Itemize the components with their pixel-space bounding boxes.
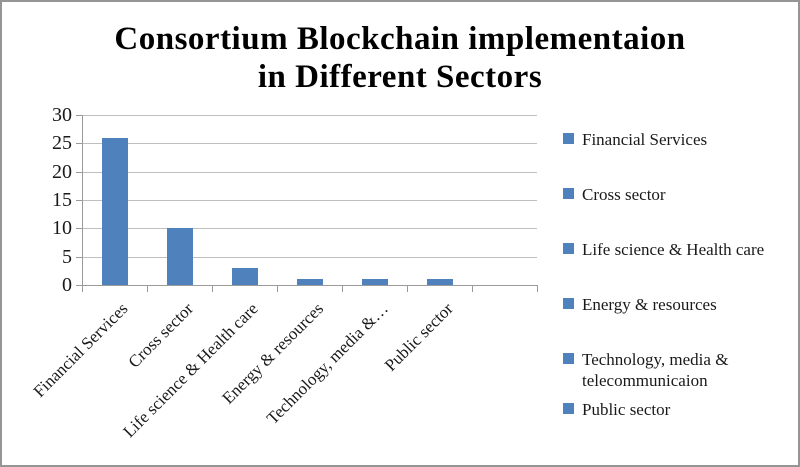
legend-item: Cross sector (563, 184, 666, 205)
y-gridline (82, 171, 537, 173)
y-gridline (82, 200, 537, 201)
x-tick (212, 286, 213, 292)
y-axis-line (82, 115, 83, 285)
legend-marker-icon (563, 353, 574, 364)
y-tick (76, 285, 82, 286)
bar (361, 279, 388, 285)
chart-title-line2: in Different Sectors (257, 59, 543, 95)
y-tick (76, 115, 82, 116)
legend-label: Public sector (582, 400, 671, 419)
legend-marker-icon (563, 298, 574, 309)
y-tick-label: 5 (62, 245, 72, 268)
legend: Financial Services Cross sector Life scien… (563, 2, 798, 465)
y-tick (76, 228, 82, 230)
y-tick-label: 15 (52, 189, 72, 211)
legend-label: Life science & Health care (582, 240, 765, 259)
x-tick (407, 286, 408, 292)
y-tick-label: 30 (52, 104, 72, 126)
legend-item: Energy & resources (563, 294, 717, 315)
chart-title: Consortium Blockchain implementaion in D… (2, 20, 798, 96)
legend-item: Public sector (563, 399, 670, 420)
x-tick-label: Technology, media &… (262, 299, 392, 428)
legend-label: Financial Services (582, 130, 708, 149)
x-tick (82, 286, 83, 292)
x-tick (277, 286, 278, 292)
y-gridline (82, 115, 537, 116)
legend-marker-icon (563, 188, 574, 199)
legend-marker-icon (563, 243, 574, 254)
legend-marker-icon (563, 403, 574, 414)
y-tick (76, 171, 82, 173)
x-tick (472, 286, 473, 292)
bar (426, 279, 453, 285)
legend-item: Financial Services (563, 129, 707, 150)
y-tick (76, 200, 82, 201)
y-tick-label: 25 (52, 132, 72, 155)
x-tick-label: Public sector (381, 299, 457, 375)
legend-item: Life science & Health care (563, 239, 764, 260)
legend-label: Energy & resources (582, 295, 717, 314)
y-tick (76, 256, 82, 258)
y-gridline (82, 256, 537, 258)
bar (166, 228, 193, 285)
y-tick-label: 0 (62, 274, 72, 296)
legend-label: Technology, media & telecommunicaion (582, 350, 729, 390)
x-tick (342, 286, 343, 292)
bar (296, 279, 323, 285)
bar (101, 137, 128, 285)
y-gridline (82, 143, 537, 145)
legend-label: Cross sector (582, 185, 666, 204)
y-tick-label: 10 (52, 217, 72, 240)
bar (231, 268, 258, 285)
legend-item: Technology, media & telecommunicaion (563, 349, 798, 391)
y-tick (76, 143, 82, 145)
x-axis-line (82, 285, 538, 286)
x-tick-label: Financial Services (30, 299, 132, 401)
y-gridline (82, 228, 537, 230)
legend-marker-icon (563, 133, 574, 144)
x-tick (147, 286, 148, 292)
chart-title-line1: Consortium Blockchain implementaion (114, 21, 686, 57)
y-tick-label: 20 (52, 160, 72, 183)
x-tick (537, 286, 538, 292)
